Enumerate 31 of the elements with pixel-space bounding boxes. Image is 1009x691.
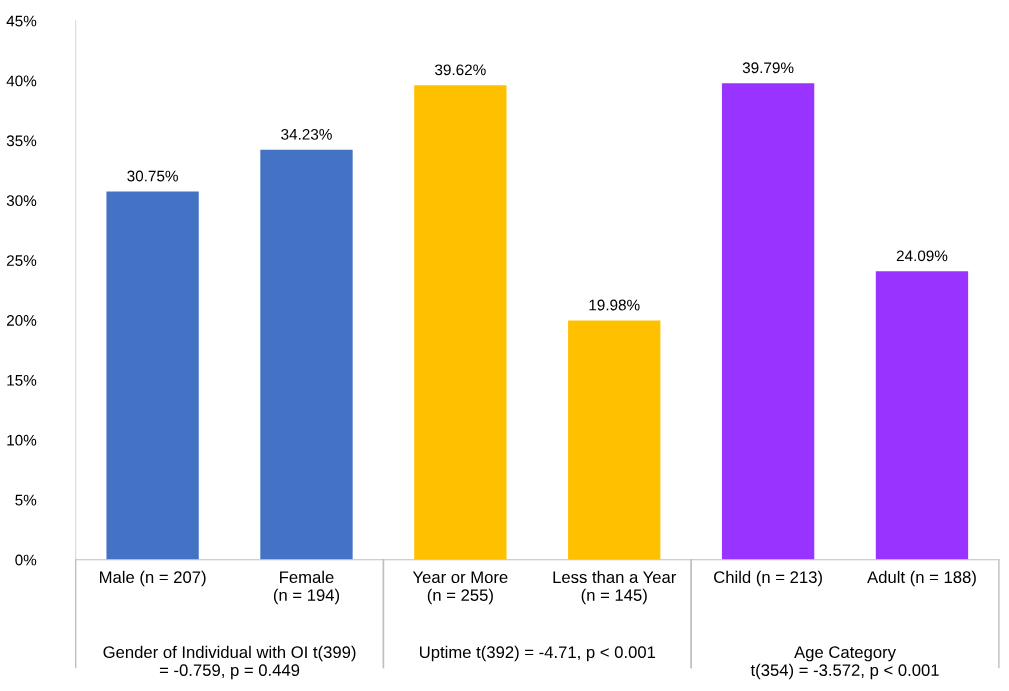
y-tick-label: 40% xyxy=(6,75,37,87)
data-label: 30.75% xyxy=(127,170,178,182)
x-tick-label: Adult (n = 188) xyxy=(867,570,976,587)
y-tick-label: 20% xyxy=(6,315,37,326)
text: Uptime t(392) = -4.71, p < 0.001 xyxy=(420,645,656,662)
bar xyxy=(875,271,969,560)
data-label: 24.09% xyxy=(896,250,948,262)
bar xyxy=(414,85,507,560)
y-tick-label: 35% xyxy=(6,135,37,147)
x-tick-label: Less than a Year (n = 145) xyxy=(553,570,677,605)
bar xyxy=(568,320,661,560)
y-tick-label: 0% xyxy=(15,554,37,566)
bar xyxy=(260,149,353,560)
y-tick-label: 10% xyxy=(7,434,37,446)
x-tick-label: Child (n = 213) xyxy=(714,570,822,587)
data-label: 34.23% xyxy=(281,128,332,140)
y-tick-label: 25% xyxy=(6,255,37,266)
y-tick-label: 30% xyxy=(6,195,37,207)
bar xyxy=(106,191,199,560)
x-tick-label: Male (n = 207) xyxy=(100,570,206,587)
y-tick-label: 15% xyxy=(7,374,37,386)
x-tick-label: Year or More (n = 255) xyxy=(412,571,508,605)
data-label: 39.79% xyxy=(742,62,794,74)
bar xyxy=(721,83,815,560)
text: Age Category t(354) = -3.572, p < 0.001 xyxy=(750,646,939,680)
text: Gender of Individual with OI t(399) = -0.759, p = 0.449 xyxy=(103,645,356,680)
data-label: 19.98% xyxy=(589,299,640,311)
data-label: 39.62% xyxy=(435,64,486,76)
y-tick-label: 5% xyxy=(15,494,37,506)
y-tick-label: 45% xyxy=(6,15,37,27)
x-tick-label: Female (n = 194) xyxy=(273,570,340,605)
